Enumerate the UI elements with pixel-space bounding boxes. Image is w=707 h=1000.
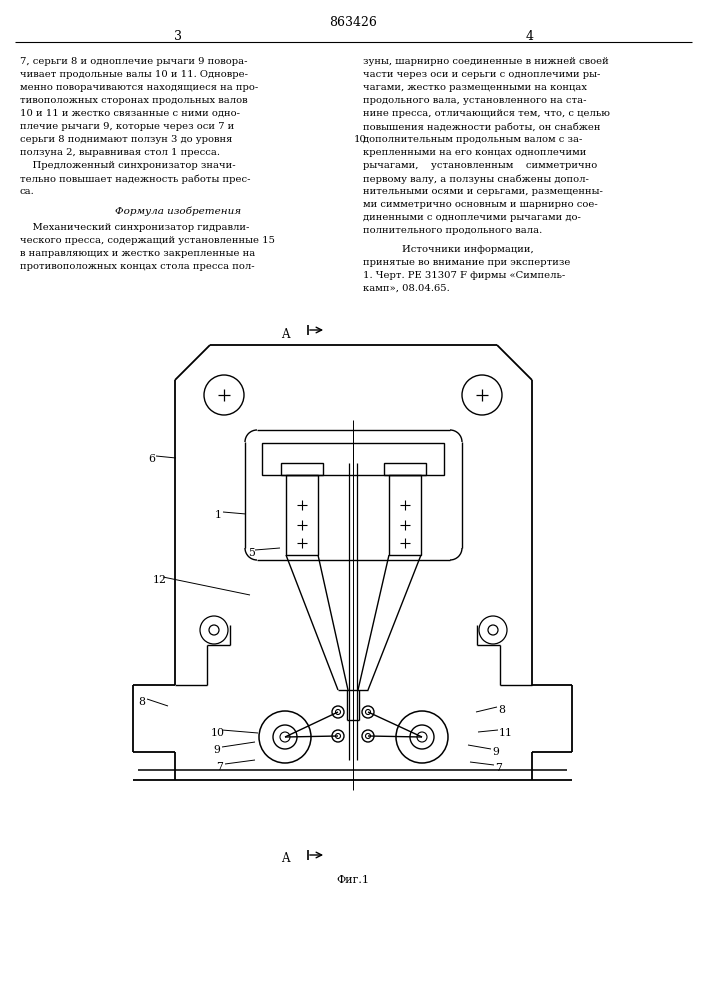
Text: Предложенный синхронизатор значи-: Предложенный синхронизатор значи- [20, 161, 235, 170]
Text: 8: 8 [138, 697, 145, 707]
Text: Механический синхронизатор гидравли-: Механический синхронизатор гидравли- [20, 223, 250, 232]
Text: 1. Черт. РЕ 31307 F фирмы «Симпель-: 1. Черт. РЕ 31307 F фирмы «Симпель- [363, 271, 566, 280]
Text: повышения надежности работы, он снабжен: повышения надежности работы, он снабжен [363, 122, 600, 131]
Text: дополнительным продольным валом с за-: дополнительным продольным валом с за- [363, 135, 583, 144]
Text: продольного вала, установленного на ста-: продольного вала, установленного на ста- [363, 96, 587, 105]
Text: менно поворачиваются находящиеся на про-: менно поворачиваются находящиеся на про- [20, 83, 258, 92]
Text: первому валу, а ползуны снабжены допол-: первому валу, а ползуны снабжены допол- [363, 174, 589, 184]
Text: нине пресса, отличающийся тем, что, с целью: нине пресса, отличающийся тем, что, с це… [363, 109, 610, 118]
Text: части через оси и серьги с одноплечими ры-: части через оси и серьги с одноплечими р… [363, 70, 600, 79]
Text: плечие рычаги 9, которые через оси 7 и: плечие рычаги 9, которые через оси 7 и [20, 122, 234, 131]
Text: Источники информации,: Источники информации, [402, 245, 534, 254]
Bar [286, 475, 318, 555]
Text: полнительного продольного вала.: полнительного продольного вала. [363, 226, 542, 235]
Text: 11: 11 [499, 728, 513, 738]
Text: 863426: 863426 [329, 16, 377, 29]
Text: ползуна 2, выравнивая стол 1 пресса.: ползуна 2, выравнивая стол 1 пресса. [20, 148, 220, 157]
Text: рычагами,    установленным    симметрично: рычагами, установленным симметрично [363, 161, 597, 170]
Text: 9: 9 [492, 747, 499, 757]
Bar [262, 443, 444, 475]
Text: серьги 8 поднимают ползун 3 до уровня: серьги 8 поднимают ползун 3 до уровня [20, 135, 233, 144]
Text: чивает продольные валы 10 и 11. Одновре-: чивает продольные валы 10 и 11. Одновре- [20, 70, 248, 79]
Text: 8: 8 [498, 705, 505, 715]
Text: са.: са. [20, 187, 35, 196]
Text: чагами, жестко размещенными на концах: чагами, жестко размещенными на концах [363, 83, 587, 92]
Text: A: A [281, 852, 290, 865]
Text: принятые во внимание при экспертизе: принятые во внимание при экспертизе [363, 258, 571, 267]
Text: 10: 10 [211, 728, 225, 738]
Text: 1: 1 [215, 510, 222, 520]
Text: противоположных концах стола пресса пол-: противоположных концах стола пресса пол- [20, 262, 255, 271]
Text: нительными осями и серьгами, размещенны-: нительными осями и серьгами, размещенны- [363, 187, 603, 196]
Text: в направляющих и жестко закрепленные на: в направляющих и жестко закрепленные на [20, 249, 255, 258]
Text: 7: 7 [495, 763, 502, 773]
Text: тельно повышает надежность работы прес-: тельно повышает надежность работы прес- [20, 174, 250, 184]
Text: диненными с одноплечими рычагами до-: диненными с одноплечими рычагами до- [363, 213, 581, 222]
Text: Фиг.1: Фиг.1 [337, 875, 370, 885]
Text: камп», 08.04.65.: камп», 08.04.65. [363, 284, 450, 293]
Text: A: A [281, 328, 290, 340]
Text: 3: 3 [174, 30, 182, 43]
Text: 12: 12 [153, 575, 167, 585]
Text: зуны, шарнирно соединенные в нижней своей: зуны, шарнирно соединенные в нижней свое… [363, 57, 609, 66]
Bar [389, 475, 421, 555]
Text: тивоположных сторонах продольных валов: тивоположных сторонах продольных валов [20, 96, 247, 105]
Bar [281, 463, 323, 475]
Text: 7, серьги 8 и одноплечие рычаги 9 поворa-: 7, серьги 8 и одноплечие рычаги 9 поворa… [20, 57, 247, 66]
Text: 9: 9 [213, 745, 220, 755]
Bar [384, 463, 426, 475]
Text: 7: 7 [216, 762, 223, 772]
Text: 10 и 11 и жестко связанные с ними одно-: 10 и 11 и жестко связанные с ними одно- [20, 109, 240, 118]
Text: Формула изобретения: Формула изобретения [115, 206, 241, 216]
Text: 4: 4 [526, 30, 534, 43]
Text: ми симметрично основным и шарнирно сое-: ми симметрично основным и шарнирно сое- [363, 200, 597, 209]
Text: 10: 10 [354, 135, 367, 144]
Text: 5: 5 [248, 548, 255, 558]
Text: ческого пресса, содержащий установленные 15: ческого пресса, содержащий установленные… [20, 236, 275, 245]
Text: крепленными на его концах одноплечими: крепленными на его концах одноплечими [363, 148, 586, 157]
Text: 6: 6 [148, 454, 155, 464]
